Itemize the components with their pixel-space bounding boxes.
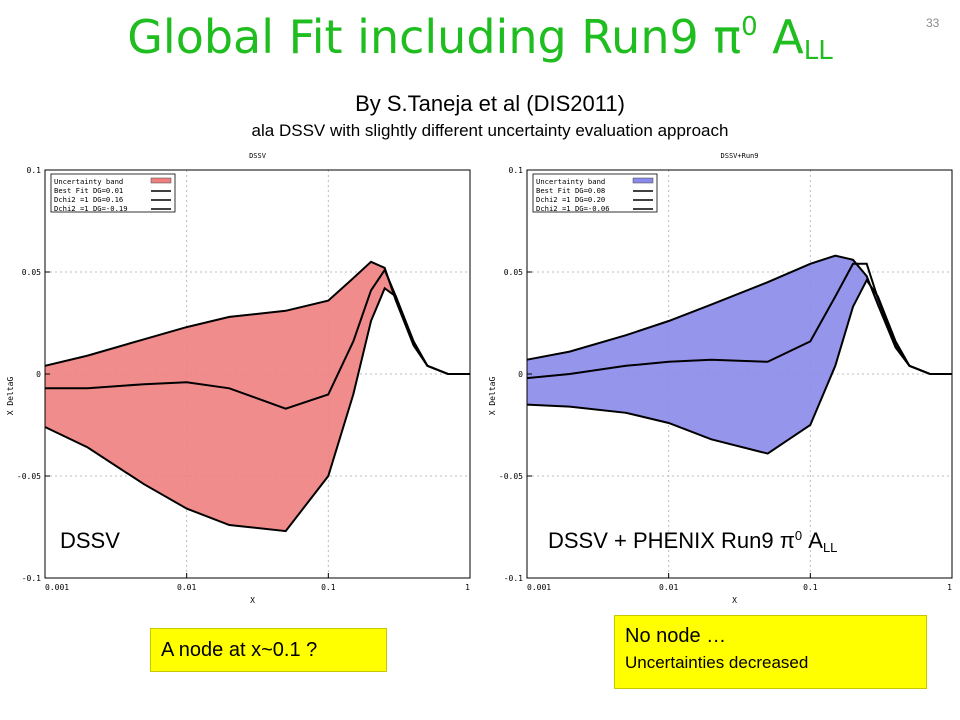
subtitle-approach: ala DSSV with slightly different uncerta… xyxy=(251,121,729,140)
overlay-run9-text: DSSV + PHENIX Run9 xyxy=(548,528,780,553)
legend-label: Dchi2 =1 DG=-0.19 xyxy=(54,204,128,213)
legend-label: Dchi2 =1 DG=0.20 xyxy=(536,195,605,204)
legend-swatch-band xyxy=(632,177,654,184)
y-tick-label: 0.05 xyxy=(504,268,523,277)
x-tick-label: 0.01 xyxy=(177,583,196,592)
legend-label: Best Fit DG=0.08 xyxy=(536,186,605,195)
title-main: Global Fit including Run9 xyxy=(127,10,714,64)
legend-label: Uncertainty band xyxy=(54,177,123,186)
y-tick-label: 0 xyxy=(36,370,41,379)
callout-no-node: No node … Uncertainties decreased xyxy=(614,615,927,689)
chart-title: DSSV xyxy=(249,152,267,160)
y-tick-label: 0.05 xyxy=(22,268,41,277)
x-tick-label: 0.1 xyxy=(321,583,336,592)
series-line-2 xyxy=(526,254,952,375)
legend-label: Best Fit DG=0.01 xyxy=(54,186,123,195)
x-tick-label: 0.01 xyxy=(659,583,678,592)
y-axis-label: X DeltaG xyxy=(6,377,15,416)
slide-title: Global Fit including Run9 π0 ALL xyxy=(0,10,960,66)
callout-right-line2: Uncertainties decreased xyxy=(625,653,809,672)
x-tick-label: 0.001 xyxy=(45,583,69,592)
chart-dssv-run9: -0.1 -0.05 0 0.05 0.1 0.001 0.01 0.1 1 DSSV+Run9 X… xyxy=(488,152,953,605)
x-axis-label: X xyxy=(732,596,737,605)
chart-dssv: -0.1 -0.05 0 0.05 0.1 0.001 0.01 0.1 1 DSSV X X Del… xyxy=(6,152,471,605)
legend-label: Dchi2 =1 DG=0.16 xyxy=(54,195,123,204)
subtitle: By S.Taneja et al (DIS2011) xyxy=(355,91,625,116)
callout-node-question: A node at x~0.1 ? xyxy=(150,628,387,672)
overlay-run9-a: A xyxy=(802,528,823,553)
legend-label: Uncertainty band xyxy=(536,177,605,186)
overlay-run9-sup: 0 xyxy=(794,528,803,543)
legend-box xyxy=(50,173,176,213)
callout-left-text: A node at x~0.1 ? xyxy=(161,639,318,661)
x-axis-label: X xyxy=(250,596,255,605)
y-tick-label: 0 xyxy=(518,370,523,379)
x-tick-label: 1 xyxy=(465,583,470,592)
series-line-3 xyxy=(526,278,952,455)
title-sup: 0 xyxy=(741,12,758,42)
overlay-run9-sub: LL xyxy=(822,540,838,555)
legend-swatch-band xyxy=(150,177,172,184)
y-tick-label: -0.1 xyxy=(504,574,523,583)
y-tick-label: 0.1 xyxy=(509,166,524,175)
title-sub: LL xyxy=(803,36,833,66)
uncertainty-band xyxy=(527,255,952,454)
y-tick-label: -0.05 xyxy=(17,472,41,481)
title-pi: π xyxy=(713,10,742,64)
y-axis-label: X DeltaG xyxy=(488,377,497,416)
y-tick-label: -0.1 xyxy=(22,574,41,583)
callout-right-line1: No node … xyxy=(625,625,727,647)
y-tick-label: -0.05 xyxy=(499,472,523,481)
overlay-dssv-text: DSSV xyxy=(60,528,120,553)
title-a: A xyxy=(757,10,804,64)
overlay-label-dssv-run9: DSSV + PHENIX Run9 π0 ALL xyxy=(548,528,837,555)
overlay-run9-pi: π xyxy=(779,528,795,553)
x-tick-label: 0.001 xyxy=(527,583,551,592)
x-tick-label: 1 xyxy=(947,583,952,592)
legend-label: Dchi2 =1 DG=-0.06 xyxy=(536,204,610,213)
x-tick-label: 0.1 xyxy=(803,583,818,592)
uncertainty-band xyxy=(45,261,470,532)
y-tick-label: 0.1 xyxy=(27,166,42,175)
chart-title: DSSV+Run9 xyxy=(721,152,759,160)
page-number: 33 xyxy=(926,16,940,30)
series-line-3 xyxy=(44,286,470,533)
overlay-label-dssv: DSSV xyxy=(60,528,120,554)
